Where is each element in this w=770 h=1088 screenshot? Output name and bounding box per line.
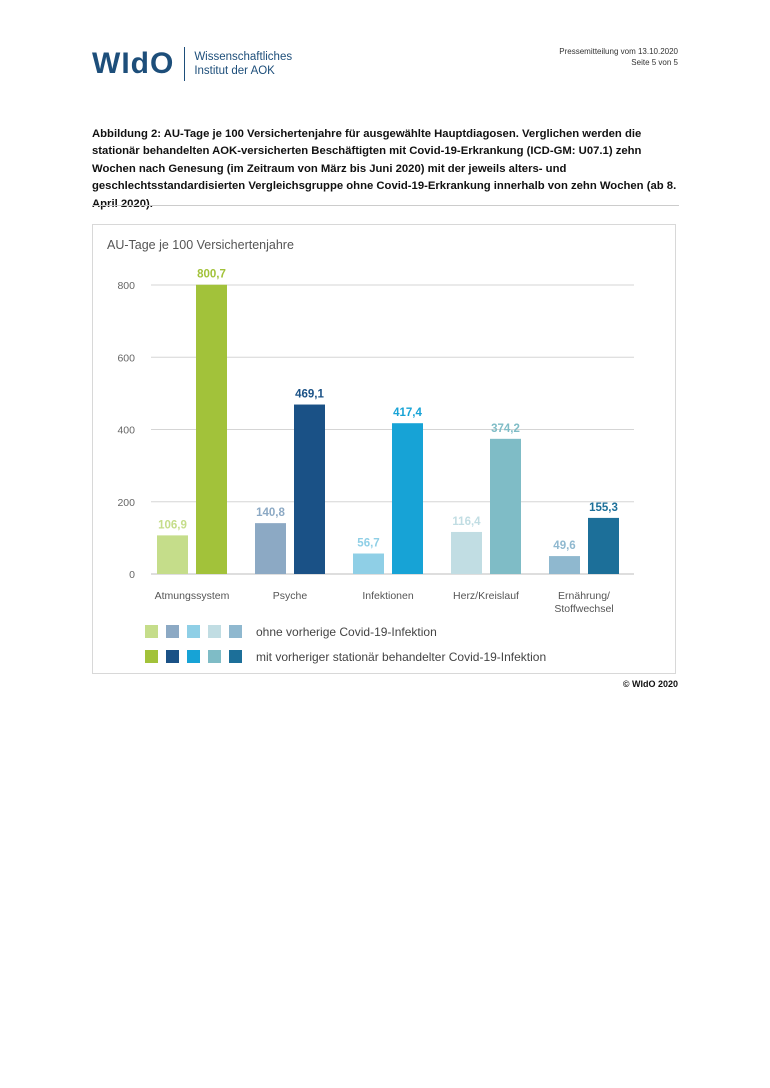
logo-line-1: Wissenschaftliches [194, 51, 293, 63]
legend-swatch [187, 625, 200, 638]
logo-divider [184, 47, 186, 81]
y-tick-label: 0 [129, 569, 135, 581]
bar [255, 523, 286, 574]
data-label: 116,4 [452, 516, 481, 528]
legend-swatch [208, 625, 221, 638]
press-date: Pressemitteilung vom 13.10.2020 [559, 47, 678, 56]
legend-swatch [187, 650, 200, 663]
legend-swatch [229, 625, 242, 638]
legend-swatch [229, 650, 242, 663]
y-tick-label: 800 [117, 280, 135, 292]
x-tick-label: Stoffwechsel [554, 603, 613, 615]
data-label: 49,6 [553, 540, 575, 552]
page-number: Seite 5 von 5 [631, 58, 678, 67]
logo-mark: WIdO [92, 47, 175, 80]
data-label: 140,8 [256, 507, 285, 519]
figure-caption: Abbildung 2: AU-Tage je 100 Versicherten… [92, 128, 677, 210]
press-info: Pressemitteilung vom 13.10.2020 Seite 5 … [559, 46, 678, 68]
x-tick-label: Psyche [273, 590, 308, 602]
chart-title: AU-Tage je 100 Versichertenjahre [107, 238, 294, 252]
bar-chart: AU-Tage je 100 Versichertenjahre 0 200 400 6… [107, 238, 634, 664]
bar [353, 553, 384, 574]
legend-label: ohne vorherige Covid-19-Infektion [256, 625, 437, 639]
bar [549, 556, 580, 574]
logo-text: Wissenschaftliches Institut der AOK [194, 50, 292, 78]
data-label: 374,2 [491, 423, 520, 435]
y-tick-label: 200 [117, 497, 135, 509]
bar [490, 438, 521, 574]
copyright: © WIdO 2020 [622, 679, 678, 689]
bar [451, 531, 482, 574]
legend-swatch [145, 650, 158, 663]
y-tick-label: 600 [117, 352, 135, 364]
x-tick-label: Infektionen [362, 590, 414, 602]
wido-logo: WIdO Wissenschaftliches Institut der AOK [92, 46, 292, 82]
bar [392, 423, 423, 574]
data-label: 469,1 [295, 389, 324, 401]
y-tick-label: 400 [117, 425, 135, 437]
bar [588, 517, 619, 574]
data-label: 155,3 [589, 502, 618, 514]
data-label: 417,4 [393, 407, 422, 419]
bar [294, 404, 325, 574]
x-tick-label: Herz/Kreislauf [453, 590, 519, 602]
caption-divider [92, 205, 679, 206]
logo-line-2: Institut der AOK [194, 65, 275, 77]
data-label: 106,9 [158, 519, 187, 531]
chart-figure: AU-Tage je 100 Versichertenjahre 0 200 400 6… [92, 224, 676, 674]
data-label: 56,7 [357, 538, 379, 550]
legend-label: mit vorheriger stationär behandelter Cov… [256, 650, 546, 664]
x-tick-label: Ernährung/ [558, 590, 610, 602]
x-tick-label: Atmungssystem [155, 590, 230, 602]
legend-swatch [208, 650, 221, 663]
legend-swatch [166, 650, 179, 663]
bar [157, 535, 188, 574]
data-label: 800,7 [197, 269, 226, 281]
legend-swatch [166, 625, 179, 638]
bar [196, 284, 227, 574]
legend-swatch [145, 625, 158, 638]
